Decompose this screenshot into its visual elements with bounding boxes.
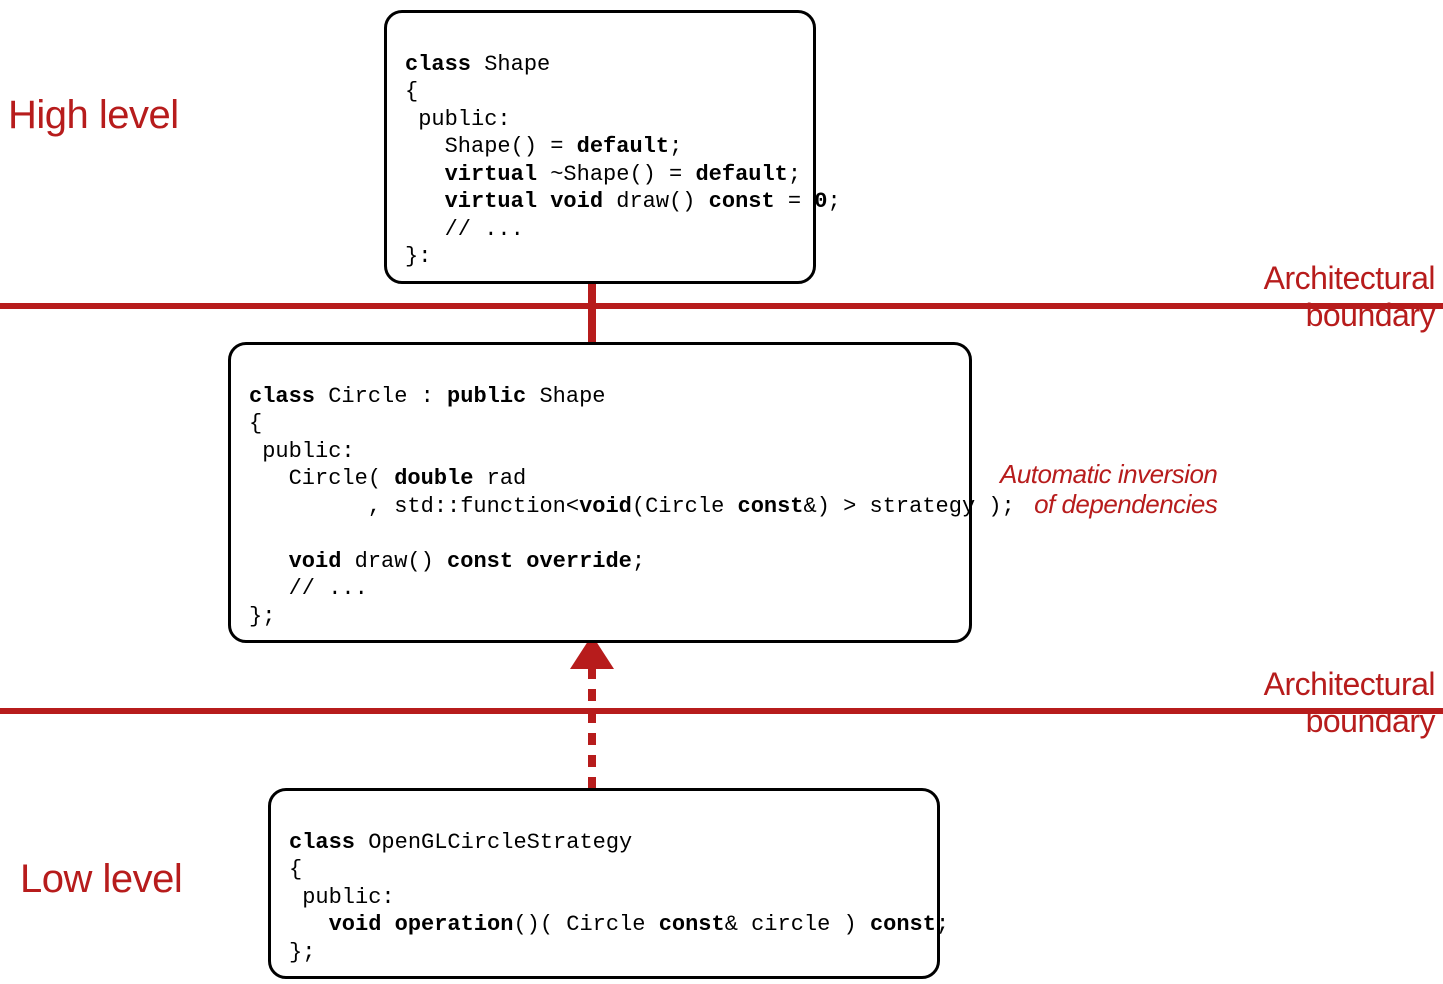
- code-line: , std::function<void(Circle const&) > st…: [249, 494, 1015, 519]
- code-line: };: [289, 940, 315, 965]
- boundary-top-label: Architectural boundary: [1264, 260, 1435, 334]
- code-line: };: [249, 604, 275, 629]
- code-line: class OpenGLCircleStrategy: [289, 830, 632, 855]
- code-line: Circle( double rad: [249, 466, 526, 491]
- code-line: virtual void draw() const = 0;: [405, 189, 841, 214]
- circle-code-box: class Circle : public Shape { public: Ci…: [228, 342, 972, 643]
- code-line: public:: [249, 439, 355, 464]
- opengl-code-box: class OpenGLCircleStrategy { public: voi…: [268, 788, 940, 979]
- code-line: // ...: [405, 217, 524, 242]
- boundary-line-bottom: [0, 708, 1443, 714]
- code-line: virtual ~Shape() = default;: [405, 162, 801, 187]
- code-line: Shape() = default;: [405, 134, 682, 159]
- shape-code-box: class Shape { public: Shape() = default;…: [384, 10, 816, 284]
- boundary-bottom-label: Architectural boundary: [1264, 666, 1435, 740]
- high-level-label: High level: [8, 92, 179, 138]
- code-line: {: [289, 857, 302, 882]
- low-level-label: Low level: [20, 856, 182, 902]
- code-line: void draw() const override;: [249, 549, 645, 574]
- boundary-line-top: [0, 303, 1443, 309]
- code-line: void operation()( Circle const& circle )…: [289, 912, 949, 937]
- arrow-bottom-stem: [588, 667, 596, 788]
- code-line: }:: [405, 244, 431, 269]
- code-line: class Circle : public Shape: [249, 384, 605, 409]
- code-line: // ...: [249, 576, 368, 601]
- inversion-label: Automatic inversion of dependencies: [1000, 460, 1217, 520]
- code-line: class Shape: [405, 52, 550, 77]
- code-line: {: [405, 79, 418, 104]
- code-line: {: [249, 411, 262, 436]
- code-line: public:: [289, 885, 395, 910]
- code-line: public:: [405, 107, 511, 132]
